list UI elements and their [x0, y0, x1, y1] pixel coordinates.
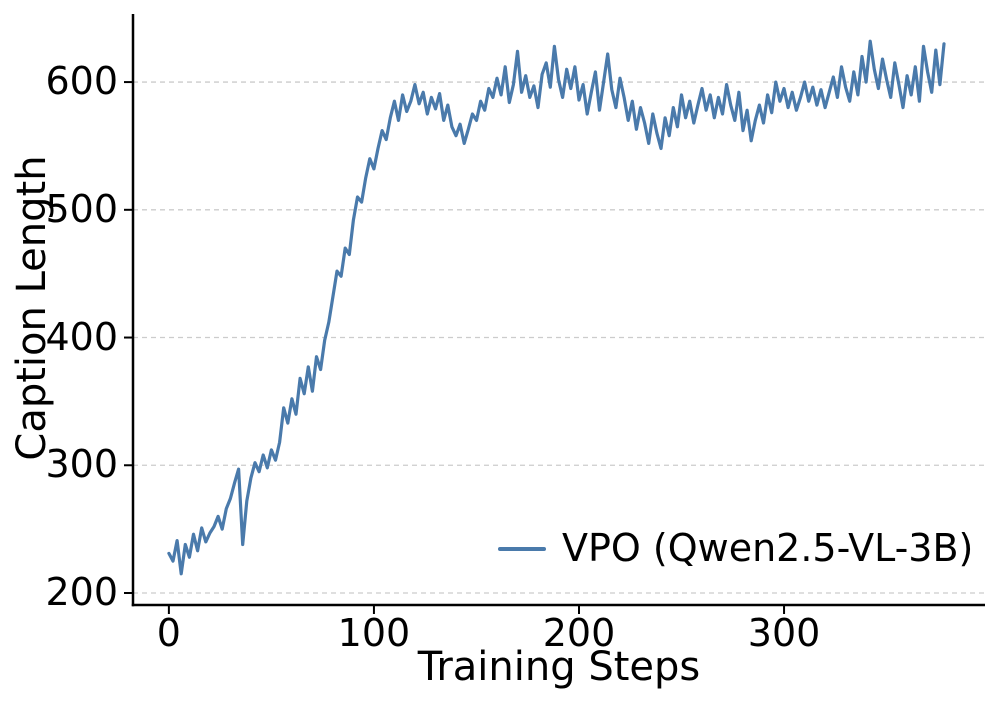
series-line: [167, 39, 946, 576]
y-tick-label: 200: [45, 569, 118, 614]
x-tick-label: 100: [337, 611, 411, 655]
y-tick-label: 400: [45, 314, 118, 359]
x-axis-label-text: Training Steps: [417, 644, 701, 690]
legend-line-sample: [498, 547, 546, 551]
y-tick-label: 600: [45, 59, 118, 104]
x-tick-label: 0: [156, 611, 181, 655]
y-tick-label: 300: [45, 442, 118, 487]
y-tick-label: 500: [45, 186, 118, 231]
legend: VPO (Qwen2.5-VL-3B): [498, 527, 973, 571]
x-tick-label: 200: [542, 611, 616, 655]
tick-marks: [124, 81, 786, 614]
axis-spines: [131, 14, 985, 607]
legend-label: VPO (Qwen2.5-VL-3B): [562, 526, 974, 571]
gridlines: [133, 81, 985, 594]
x-axis-label: Training Steps: [133, 645, 985, 689]
x-tick-label: 300: [747, 611, 821, 655]
